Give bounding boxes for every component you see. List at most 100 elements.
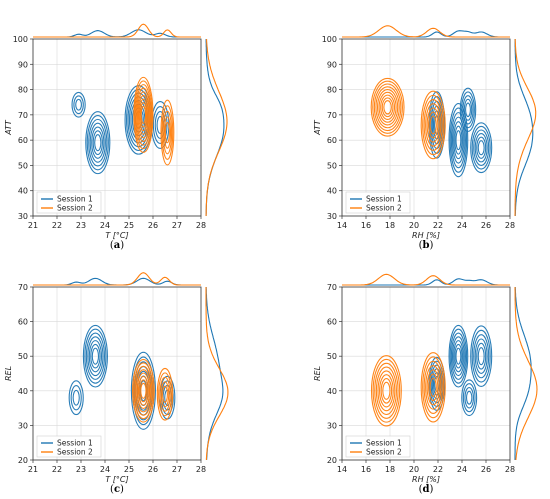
contour-session2	[370, 77, 405, 137]
marginal-y-session2	[205, 39, 228, 216]
x-tick-label: 22	[433, 221, 443, 230]
contour-session2	[163, 116, 172, 149]
y-tick-label: 50	[18, 161, 28, 170]
contour-session2	[164, 121, 170, 144]
marginal-x-session2	[342, 273, 510, 286]
contour-session2	[158, 372, 172, 417]
contour-session1	[476, 342, 487, 370]
panel-a: 21 22 23 24 25 26 27 28 30 40 50 60 70 80 90 100 T [°C] A…	[4, 23, 228, 251]
contour-session2	[136, 87, 151, 143]
legend-label: Session 2	[57, 204, 93, 213]
contour-session1	[474, 338, 488, 374]
marginal-x-session1	[342, 30, 510, 38]
contour-session1	[87, 336, 104, 377]
contour-session2	[428, 373, 439, 402]
contour-session1	[477, 347, 485, 366]
x-tick-label: 18	[385, 221, 395, 230]
x-tick-label: 22	[52, 221, 62, 230]
x-tick-label: 24	[457, 221, 467, 230]
x-tick-label: 25	[124, 465, 134, 474]
contour-session2	[162, 110, 173, 155]
contour-session2	[425, 103, 442, 147]
y-tick-label: 30	[18, 212, 28, 221]
contour-session1	[91, 126, 105, 159]
x-tick-label: 26	[148, 465, 158, 474]
contour-session2	[422, 94, 445, 156]
caption-letter: c	[114, 484, 120, 495]
y-tick-label: 40	[327, 387, 337, 396]
marginal-x-session2	[33, 23, 201, 38]
marginal-y-session1	[205, 287, 224, 461]
plot-frame	[341, 38, 511, 217]
contour-session2	[156, 367, 174, 421]
contour-session1	[70, 385, 82, 411]
contour-session1	[152, 105, 168, 144]
caption-close: )	[120, 484, 124, 495]
marginal-x-session1	[33, 277, 201, 286]
x-tick-label: 28	[196, 221, 206, 230]
legend-label: Session 1	[366, 439, 402, 448]
caption-letter: a	[114, 240, 121, 251]
contour-session2	[422, 356, 445, 419]
contour-session1	[465, 102, 471, 118]
x-tick-label: 24	[457, 465, 467, 474]
x-tick-label: 16	[361, 221, 371, 230]
y-tick-label: 30	[327, 421, 337, 430]
x-tick-label: 26	[148, 221, 158, 230]
contour-session2	[429, 377, 437, 397]
contour-session2	[420, 90, 446, 160]
panel-caption: (b)	[419, 240, 434, 251]
contour-session2	[133, 362, 154, 420]
contour-session1	[94, 134, 102, 152]
y-tick-label: 80	[18, 86, 28, 95]
plot-frame	[341, 286, 511, 461]
contour-session2	[426, 107, 440, 143]
contour-session1	[459, 87, 477, 132]
contour-session1	[471, 125, 491, 170]
contour-session1	[470, 122, 493, 174]
contour-session1	[89, 122, 106, 163]
contour-session2	[423, 99, 443, 151]
contour-session1	[455, 130, 462, 151]
contour-session1	[477, 140, 485, 156]
contour-session2	[378, 91, 397, 123]
y-tick-label: 50	[327, 161, 337, 170]
contour-session2	[372, 80, 403, 134]
contour-session2	[373, 83, 402, 132]
contour-session1	[451, 336, 465, 377]
x-tick-label: 26	[481, 465, 491, 474]
x-tick-label: 21	[28, 221, 38, 230]
contour-session1	[72, 389, 80, 406]
contour-session1	[92, 130, 103, 156]
x-tick-label: 24	[100, 221, 110, 230]
y-tick-label: 20	[327, 456, 337, 465]
contour-session2	[380, 94, 396, 120]
contour-session1	[88, 118, 108, 167]
contour-session2	[134, 365, 153, 416]
contour-session1	[90, 343, 101, 369]
y-tick-label: 60	[327, 318, 337, 327]
y-tick-label: 70	[327, 111, 337, 120]
contour-session2	[162, 385, 168, 403]
y-tick-label: 60	[18, 318, 28, 327]
contour-session1	[453, 340, 464, 373]
x-axis-label: T [°C]	[105, 475, 128, 484]
y-tick-label: 40	[18, 387, 28, 396]
contour-session1	[465, 390, 473, 405]
contour-session1	[448, 324, 469, 388]
contour-session1	[86, 115, 109, 171]
y-axis-label: REL	[4, 366, 13, 381]
marginal-y-session2	[205, 287, 229, 460]
caption-close: )	[430, 484, 434, 495]
y-tick-label: 50	[18, 352, 28, 361]
contour-session1	[473, 334, 490, 379]
contour-session2	[377, 370, 396, 412]
x-tick-label: 20	[409, 465, 419, 474]
y-tick-label: 30	[327, 212, 337, 221]
contour-session2	[383, 100, 392, 115]
contour-session2	[374, 362, 399, 419]
contour-session1	[474, 133, 488, 163]
contour-session1	[471, 329, 491, 383]
x-tick-label: 27	[172, 221, 182, 230]
contour-session2	[381, 97, 394, 118]
